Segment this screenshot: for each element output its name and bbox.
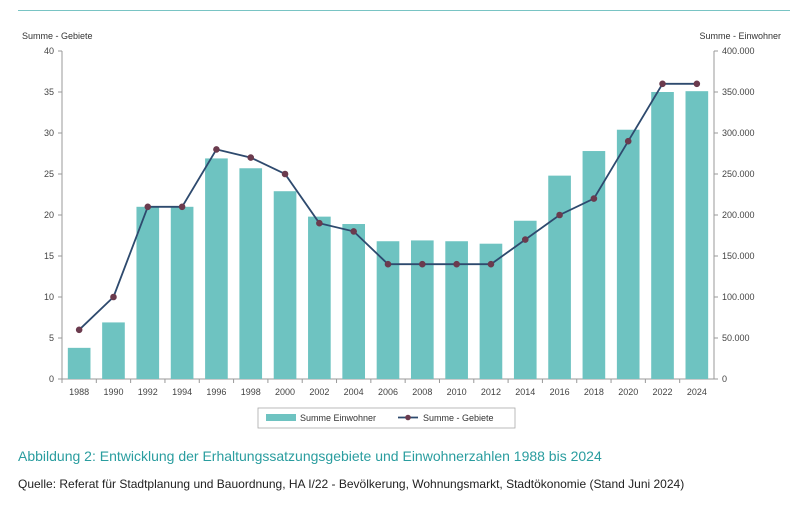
bar-einwohner — [205, 158, 228, 379]
bar-einwohner — [308, 216, 331, 379]
point-gebiete — [316, 219, 323, 227]
point-gebiete — [384, 260, 392, 268]
x-tick-label: 2022 — [653, 387, 673, 397]
legend: Summe Einwohner Summe - Gebiete — [257, 407, 516, 429]
bar-einwohner — [445, 241, 468, 379]
right-tick-label: 100.000 — [722, 292, 755, 302]
bar-einwohner — [685, 91, 709, 380]
bar-einwohner — [342, 224, 366, 379]
x-tick-label: 2020 — [618, 387, 638, 397]
bar-einwohner — [479, 243, 503, 379]
figure-caption: Abbildung 2: Entwicklung der Erhaltungss… — [18, 448, 602, 464]
point-gebiete — [419, 260, 426, 268]
x-tick-label: 2024 — [687, 387, 707, 397]
point-gebiete — [75, 326, 83, 334]
left-tick-label: 0 — [49, 374, 54, 384]
x-tick-label: 2014 — [515, 387, 535, 397]
left-tick-label: 35 — [44, 87, 54, 97]
left-tick-label: 15 — [44, 251, 54, 261]
legend-label-einwohner: Summe Einwohner — [300, 413, 376, 423]
right-axis-title: Summe - Einwohner — [699, 31, 781, 41]
point-gebiete — [556, 211, 563, 219]
left-tick-label: 25 — [44, 169, 54, 179]
bar-einwohner — [376, 241, 400, 379]
legend-label-gebiete: Summe - Gebiete — [423, 413, 494, 423]
point-gebiete — [590, 195, 598, 202]
bar-einwohner — [651, 92, 674, 379]
legend-bar-swatch — [266, 414, 296, 421]
right-tick-label: 150.000 — [722, 251, 755, 261]
bar-einwohner — [582, 151, 606, 379]
x-tick-label: 1994 — [172, 387, 192, 397]
x-tick-label: 2004 — [344, 387, 364, 397]
x-tick-label: 2018 — [584, 387, 604, 397]
bar-einwohner — [67, 347, 91, 379]
point-gebiete — [281, 170, 289, 178]
bar-einwohner — [273, 191, 297, 379]
x-tick-label: 1992 — [138, 387, 158, 397]
right-tick-label: 350.000 — [722, 87, 755, 97]
bar-einwohner — [616, 129, 640, 379]
right-tick-label: 50.000 — [722, 333, 750, 343]
point-gebiete — [178, 203, 186, 211]
source-note: Quelle: Referat für Stadtplanung und Bau… — [18, 477, 685, 491]
bar-einwohner — [239, 168, 263, 379]
bar-einwohner — [410, 240, 434, 379]
point-gebiete — [110, 293, 117, 301]
chart: Summe - Gebiete Summe - Einwohner 0 5 10 15… — [22, 31, 781, 429]
x-tick-label: 2016 — [550, 387, 570, 397]
bar-einwohner — [548, 175, 571, 379]
legend-marker-swatch — [405, 414, 411, 421]
point-gebiete — [453, 260, 460, 268]
x-tick-label: 2008 — [412, 387, 432, 397]
point-gebiete — [487, 260, 495, 268]
point-gebiete — [213, 146, 220, 153]
point-gebiete — [521, 236, 529, 243]
point-gebiete — [350, 228, 357, 235]
bar-einwohner — [170, 206, 194, 379]
legend-box — [257, 407, 516, 429]
left-tick-label: 20 — [44, 210, 54, 220]
right-tick-label: 0 — [722, 374, 727, 384]
point-gebiete — [624, 137, 632, 145]
right-tick-label: 250.000 — [722, 169, 755, 179]
x-tick-label: 1998 — [241, 387, 261, 397]
right-tick-label: 200.000 — [722, 210, 755, 220]
right-tick-label: 300.000 — [722, 128, 755, 138]
left-tick-label: 30 — [44, 128, 54, 138]
x-tick-label: 2000 — [275, 387, 295, 397]
bar-einwohner — [136, 206, 160, 379]
x-tick-label: 2012 — [481, 387, 501, 397]
x-tick-label: 2002 — [309, 387, 329, 397]
left-axis-title: Summe - Gebiete — [22, 31, 93, 41]
bar-einwohner — [102, 322, 125, 379]
right-tick-label: 400.000 — [722, 46, 755, 56]
left-tick-label: 5 — [49, 333, 54, 343]
point-gebiete — [659, 80, 666, 88]
top-divider — [18, 10, 790, 11]
point-gebiete — [693, 80, 701, 88]
x-tick-label: 2006 — [378, 387, 398, 397]
x-tick-label: 1996 — [206, 387, 226, 397]
x-tick-label: 1988 — [69, 387, 89, 397]
x-tick-label: 2010 — [447, 387, 467, 397]
point-gebiete — [144, 203, 152, 211]
left-tick-label: 10 — [44, 292, 54, 302]
bar-einwohner — [513, 220, 537, 379]
point-gebiete — [247, 154, 255, 161]
left-tick-label: 40 — [44, 46, 54, 56]
x-tick-label: 1990 — [103, 387, 123, 397]
